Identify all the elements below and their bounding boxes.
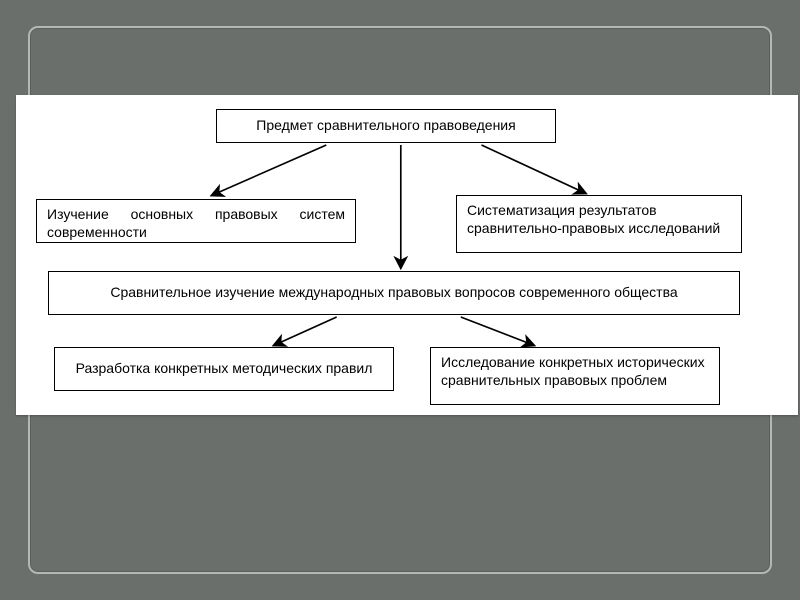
- node-left1-label: Изучение основных правовых систем соврем…: [47, 206, 345, 241]
- node-right2: Исследование конкретных исторических сра…: [430, 347, 720, 405]
- node-left2: Разработка конкретных методических прави…: [54, 347, 394, 391]
- node-right2-label: Исследование конкретных исторических сра…: [441, 354, 709, 389]
- node-right1: Систематизация результатов сравнительно-…: [456, 195, 742, 253]
- edge-mid-right2: [461, 317, 533, 345]
- node-left2-label: Разработка конкретных методических прави…: [76, 360, 373, 378]
- node-left1: Изучение основных правовых систем соврем…: [36, 199, 356, 243]
- node-root: Предмет сравнительного правоведения: [216, 109, 556, 143]
- edge-mid-left2: [275, 317, 337, 345]
- node-mid: Сравнительное изучение международных пра…: [48, 271, 740, 315]
- edge-root-right1: [481, 145, 584, 193]
- diagram-panel: Предмет сравнительного правоведения Изуч…: [16, 95, 798, 415]
- node-mid-label: Сравнительное изучение международных пра…: [110, 284, 677, 302]
- node-root-label: Предмет сравнительного правоведения: [256, 117, 515, 135]
- edge-root-left1: [213, 145, 327, 195]
- node-right1-label: Систематизация результатов сравнительно-…: [467, 202, 731, 237]
